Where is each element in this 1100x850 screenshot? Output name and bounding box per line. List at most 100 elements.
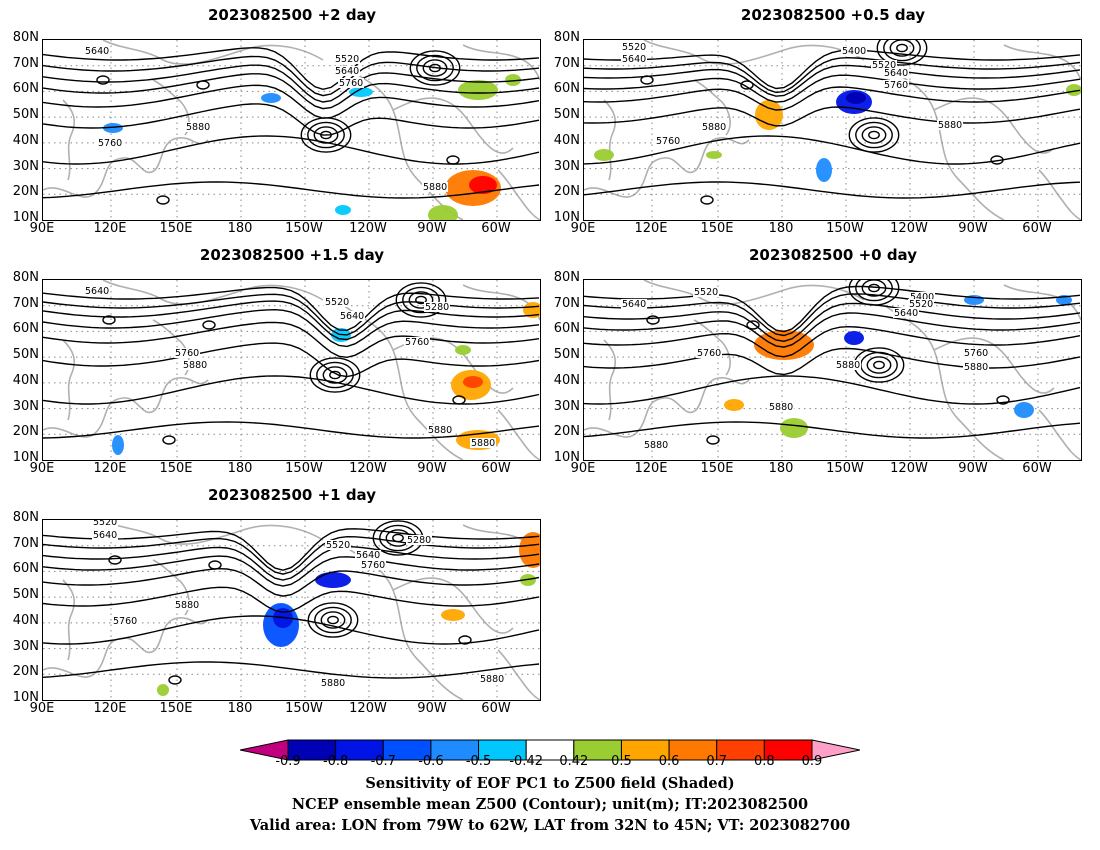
colorbar-tick-label: 0.42 — [559, 754, 589, 769]
lon-tick-label: 150E — [700, 461, 734, 476]
contour-label-bg — [404, 337, 430, 347]
lat-tick-label: 10N — [553, 210, 580, 225]
lon-tick-label: 120E — [634, 221, 668, 236]
colorbar-tick-label: 0.7 — [706, 754, 728, 769]
z500-contours — [584, 40, 1081, 205]
lat-tick-label: 50N — [553, 347, 580, 363]
lat-tick-label: 20N — [553, 184, 580, 200]
lon-tick-label: 120E — [93, 461, 127, 476]
contour-label: 5880 — [702, 122, 726, 133]
lon-tick-label: 180 — [768, 221, 794, 236]
contour-label: 5760 — [175, 348, 199, 359]
lat-tick-label: 40N — [12, 372, 39, 388]
contour-label: 5520 — [872, 60, 896, 71]
lat-tick-label: 20N — [12, 424, 39, 440]
contour-label: 5520 — [93, 520, 117, 528]
z500-contours — [43, 47, 540, 205]
colorbar-tick-label: 0.9 — [801, 754, 823, 769]
contour-label-bg — [470, 438, 496, 448]
lat-tick-label: 40N — [553, 132, 580, 148]
lon-tick-label: 90W — [417, 461, 447, 476]
contour-label-bg — [325, 540, 351, 550]
lat-tick-label: 20N — [553, 424, 580, 440]
lat-tick-label: 50N — [12, 347, 39, 363]
lon-tick-label: 180 — [227, 461, 253, 476]
contour-label-bg — [937, 120, 963, 130]
lat-tick-label: 60N — [12, 81, 39, 97]
lon-tick-label: 120E — [634, 461, 668, 476]
coastlines — [43, 40, 540, 220]
contour-label: 5760 — [656, 136, 680, 147]
contour-label-bg — [182, 360, 208, 370]
graticule — [584, 280, 1081, 460]
lat-tick-label: 50N — [553, 107, 580, 123]
contour-label: 5520 — [694, 287, 718, 298]
contour-label: 5520 — [622, 42, 646, 53]
lat-tick-label: 60N — [553, 321, 580, 337]
panel-title: 2023082500 +1.5 day — [199, 246, 385, 264]
sensitivity-shading — [103, 74, 521, 220]
colorbar-tick-label: -0.5 — [465, 754, 492, 769]
lon-tick-label: 90W — [417, 221, 447, 236]
lon-tick-label: 150E — [159, 701, 193, 716]
lon-tick-label: 120W — [890, 461, 928, 476]
contour-label: 5400 — [842, 46, 866, 57]
contour-label: 5640 — [335, 66, 359, 77]
lon-tick-label: 120E — [93, 221, 127, 236]
contour-label-bg — [963, 348, 989, 358]
lat-tick-label: 50N — [12, 587, 39, 603]
contour-label-bg — [908, 299, 934, 309]
contour-label: 5640 — [884, 68, 908, 79]
contour-label-bg — [355, 550, 381, 560]
lon-tick-label: 60W — [481, 701, 511, 716]
contour-label: 5760 — [697, 348, 721, 359]
contour-label: 5640 — [894, 308, 918, 319]
contour-label: 5640 — [622, 299, 646, 310]
contour-label-bg — [338, 78, 364, 88]
contour-label-bg — [883, 80, 909, 90]
colorbar-extend-high — [811, 739, 861, 761]
lat-tick-label: 80N — [12, 510, 39, 525]
lat-tick-label: 30N — [553, 398, 580, 414]
colorbar-tick-label: 0.6 — [658, 754, 680, 769]
map-plot-area: 5640 5520 5400 5520 5640 5760 5760 5880 5880 5880… — [583, 279, 1082, 461]
contour-label-bg — [909, 292, 935, 302]
contour-label: 5880 — [480, 674, 504, 685]
caption-valid-area: Valid area: LON from 79W to 62W, LAT fro… — [249, 817, 851, 834]
contour-label: 5520 — [335, 54, 359, 65]
lon-tick-label: 120W — [890, 221, 928, 236]
contour-label-bg — [655, 136, 681, 146]
contour-label: 5760 — [113, 616, 137, 627]
map-svg: 5520 5640 5520 5640 5280 5760 5880 5760 5880 5880 — [43, 520, 540, 700]
contour-labels: 5520 5640 5520 5640 5280 5760 5880 5760 5880 5880 — [92, 520, 505, 689]
caption-contour: NCEP ensemble mean Z500 (Contour); unit(… — [291, 796, 809, 813]
lon-tick-label: 60W — [481, 461, 511, 476]
lon-tick-label: 180 — [227, 701, 253, 716]
contour-label: 5880 — [836, 360, 860, 371]
lat-tick-label: 20N — [12, 184, 39, 200]
lat-tick-label: 60N — [12, 321, 39, 337]
lon-tick-label: 150E — [159, 461, 193, 476]
contour-label: 5640 — [340, 311, 364, 322]
contour-label: 5760 — [405, 337, 429, 348]
lat-tick-label: 10N — [12, 210, 39, 225]
contour-label-bg — [963, 362, 989, 372]
contour-label-bg — [621, 54, 647, 64]
lon-tick-label: 90W — [958, 461, 988, 476]
lat-tick-label: 40N — [12, 612, 39, 628]
lon-tick-label: 90E — [29, 461, 55, 476]
lat-tick-label: 80N — [12, 30, 39, 45]
lon-tick-label: 90E — [29, 701, 55, 716]
lon-tick-label: 120W — [349, 701, 387, 716]
lat-tick-label: 70N — [12, 55, 39, 71]
contour-label: 5520 — [326, 540, 350, 551]
contour-label-bg — [768, 402, 794, 412]
lat-tick-label: 30N — [12, 638, 39, 654]
colorbar-tick-label: -0.6 — [418, 754, 444, 769]
lat-tick-label: 40N — [12, 132, 39, 148]
contour-label: 5280 — [425, 302, 449, 313]
lat-tick-label: 30N — [12, 158, 39, 174]
contour-label-bg — [424, 302, 450, 312]
